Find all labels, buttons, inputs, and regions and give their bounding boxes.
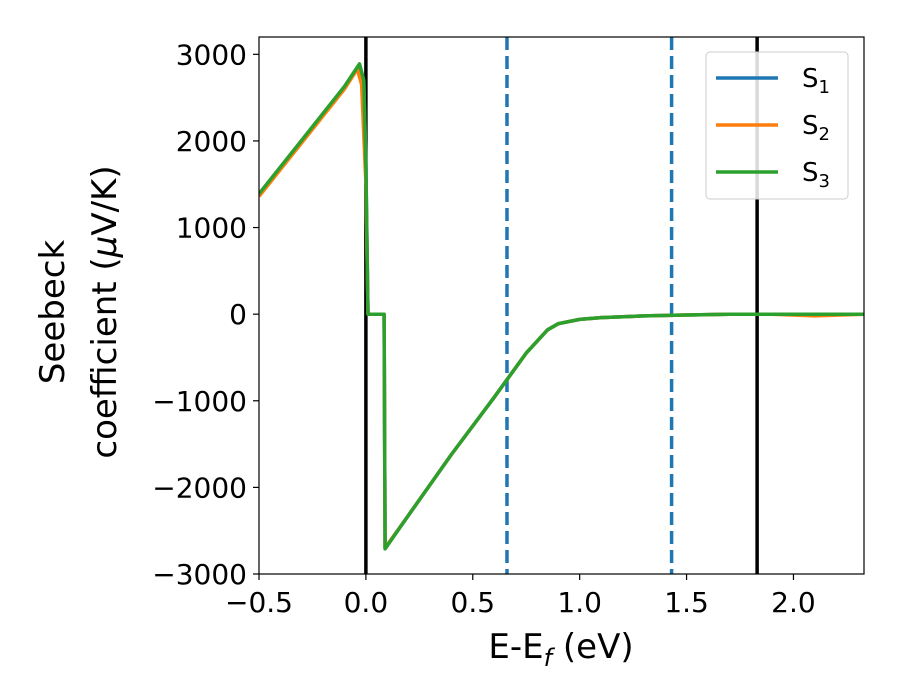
- legend-label-s2: S2: [802, 111, 830, 145]
- x-tick-label: −0.5: [225, 586, 293, 619]
- y-tick-label: 1000: [176, 212, 247, 245]
- plot-frame: [258, 36, 865, 575]
- x-tick-label: 0.5: [451, 586, 496, 619]
- legend-label-s1: S1: [802, 64, 830, 98]
- x-tick-label: 1.0: [557, 586, 602, 619]
- x-tick-label: 1.5: [664, 586, 709, 619]
- x-tick-label: 0.0: [344, 586, 389, 619]
- legend: S1 S2 S3: [705, 51, 849, 200]
- x-axis-title: E-Ef (eV): [488, 627, 633, 672]
- y-tick-label: −3000: [152, 558, 247, 591]
- series-line-s3: [259, 62, 864, 551]
- y-tick-label: 0: [229, 298, 247, 331]
- y-tick-label: −2000: [152, 471, 247, 504]
- y-axis-title-line2: coefficient (μV/K): [85, 165, 125, 458]
- y-tick-label: −1000: [152, 385, 247, 418]
- y-tick-label: 2000: [176, 125, 247, 158]
- x-tick-label: 2.0: [771, 586, 816, 619]
- y-axis-title-line1: Seebeck: [33, 240, 73, 385]
- legend-label-s3: S3: [802, 158, 830, 192]
- y-tick-label: 3000: [176, 38, 247, 71]
